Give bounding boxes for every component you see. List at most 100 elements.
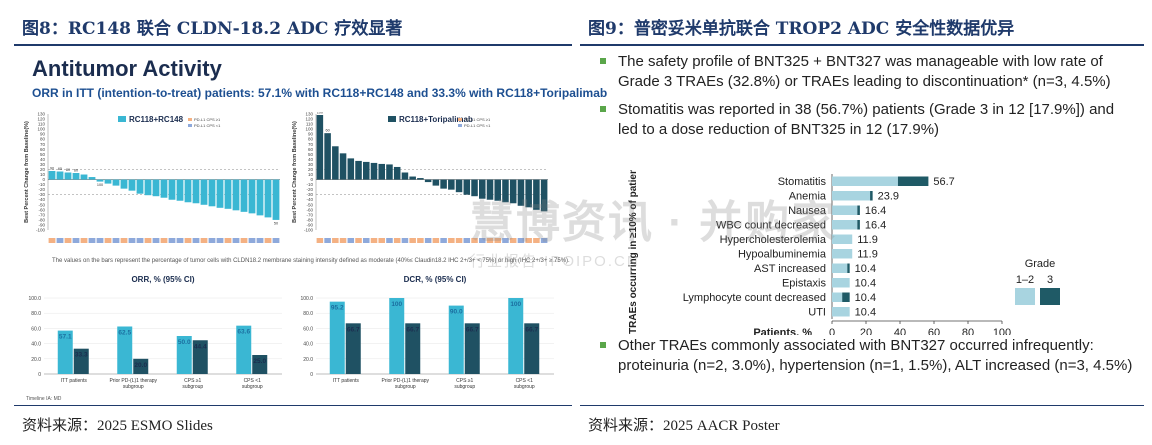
grouped-category-label: ITT patients (61, 378, 88, 384)
pdl1-marker (448, 238, 455, 243)
waterfall-y-tick-label: 130 (37, 112, 45, 117)
waterfall-bar (440, 179, 447, 189)
pdl1-marker (184, 238, 192, 243)
waterfall-y-tick-label: 100 (37, 127, 45, 132)
waterfall-bar (502, 179, 509, 203)
slide-heading: Antitumor Activity (32, 56, 222, 81)
grouped-bar (508, 298, 524, 374)
waterfall-bar (208, 179, 216, 207)
waterfall-bar (339, 153, 347, 180)
legend-label: 3 (1047, 274, 1053, 286)
pdl1-marker (424, 238, 432, 243)
waterfall-bar-label: 60 (74, 169, 78, 173)
waterfall-bar-label: 100 (97, 183, 103, 187)
waterfall-y-tick-label: 60 (40, 147, 46, 152)
grouped-bar (73, 348, 89, 374)
waterfall-bar (509, 179, 517, 204)
trae-bar-segment (832, 263, 848, 273)
pdl1-marker (96, 238, 104, 243)
grouped-bar-value: 20.0 (134, 362, 147, 369)
trae-x-tick-label: 0 (829, 327, 835, 335)
grouped-bar-value: 66.7 (406, 326, 419, 333)
grouped-category-label: CPS ≥1 (456, 378, 473, 384)
pdl1-marker (355, 238, 362, 243)
grouped-bar (464, 323, 480, 374)
waterfall-y-tick-label: 60 (308, 147, 314, 152)
waterfall-bar (88, 177, 96, 180)
grouped-category-label: Prior PD-(L)1 therapy (109, 378, 157, 384)
grouped-bar-value: 63.6 (237, 329, 250, 336)
grouped-chart-title: ORR, % (95% CI) (131, 275, 194, 284)
pdl1-marker (104, 238, 112, 243)
pdl1-marker (144, 238, 152, 243)
grouped-category-label: ITT patients (333, 378, 360, 384)
pdl1-marker (56, 238, 64, 243)
figure-8-title: 图8：RC148 联合 CLDN-18.2 ADC 疗效显著 (22, 19, 403, 39)
waterfall-y-tick-label: 90 (308, 132, 314, 137)
waterfall-y-tick-label: -60 (38, 207, 45, 212)
bullet-text: Other TRAEs commonly associated with BNT… (618, 337, 1133, 374)
trae-bar-segment (842, 292, 850, 302)
waterfall-bar (160, 179, 168, 198)
grouped-y-tick-label: 40.0 (303, 342, 313, 348)
legend-label: RC118+RC148 (129, 115, 184, 124)
waterfall-bar (432, 179, 440, 186)
waterfall-bar (355, 160, 362, 180)
bullet-text: The safety profile of BNT325 + BNT327 wa… (618, 53, 1111, 90)
pdl1-marker (479, 238, 486, 243)
trae-category-label: Epistaxis (782, 278, 827, 290)
waterfall-y-tick-label: -70 (306, 212, 313, 217)
pdl1-marker (494, 238, 501, 243)
waterfall-y-tick-label: 50 (40, 152, 46, 157)
waterfall-y-tick-label: 40 (40, 157, 46, 162)
legend-label: PD-L1 CPS ≥1 (464, 117, 491, 122)
bullet-square-icon (600, 106, 606, 112)
waterfall-bar (479, 179, 486, 199)
grouped-bar (389, 298, 405, 374)
trae-category-label: Lymphocyte count decreased (683, 292, 826, 304)
waterfall-bar (248, 179, 256, 214)
waterfall-y-tick-label: -70 (38, 212, 45, 217)
grouped-chart-title: DCR, % (95% CI) (404, 275, 467, 284)
grouped-category-label: subgroup (514, 384, 535, 390)
pdl1-marker (64, 238, 72, 243)
pdl1-marker (168, 238, 176, 243)
pdl1-marker (370, 238, 378, 243)
waterfall-y-tick-label: -90 (306, 222, 313, 227)
grouped-bar-value: 66.7 (347, 326, 360, 333)
pdl1-marker (378, 238, 385, 243)
figure-9-source: 资料来源：2025 AACR Poster (588, 418, 780, 434)
table-caption: Timeline IA: MD (26, 396, 62, 402)
grouped-bar (176, 336, 192, 374)
pdl1-marker (393, 238, 401, 243)
legend-title: Grade (1025, 258, 1056, 270)
pdl1-marker (471, 238, 478, 243)
trae-total-label: 11.9 (857, 249, 878, 261)
trae-category-label: Hypoalbuminemia (738, 249, 827, 261)
waterfall-y-tick-label: -80 (38, 217, 45, 222)
waterfall-bar (200, 179, 208, 205)
pdl1-marker (409, 238, 416, 243)
waterfall-bar (96, 179, 104, 182)
pdl1-marker (517, 238, 525, 243)
waterfall-bar (393, 166, 401, 180)
waterfall-y-tick-label: -100 (304, 228, 314, 233)
pdl1-marker (128, 238, 136, 243)
grouped-bar (448, 305, 464, 374)
waterfall-y-tick-label: -100 (36, 228, 46, 233)
trae-category-label: AST increased (754, 263, 826, 275)
legend-label: PD-L1 CPS ≥1 (194, 117, 221, 122)
waterfall-bar (232, 179, 240, 211)
pdl1-marker (324, 238, 331, 243)
grouped-bar (345, 323, 361, 374)
grouped-bar-value: 33.3 (75, 352, 88, 359)
pdl1-marker (509, 238, 517, 243)
waterfall-bar (494, 179, 501, 201)
trae-total-label: 10.4 (855, 307, 876, 319)
trae-x-tick-label: 20 (860, 327, 872, 335)
waterfall-bar (144, 179, 152, 196)
legend-swatch (458, 124, 462, 127)
waterfall-bar (347, 158, 355, 180)
legend-swatch (1015, 288, 1035, 305)
title-rule (580, 44, 1144, 46)
